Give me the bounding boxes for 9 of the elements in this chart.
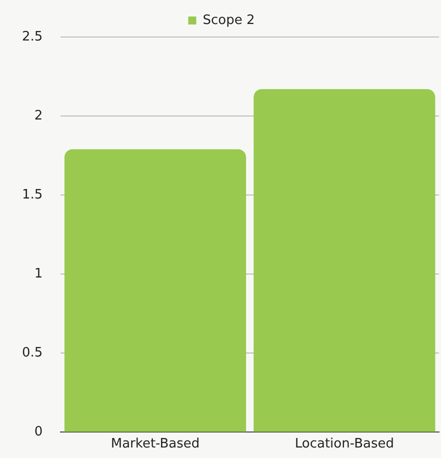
y-tick-label: 1 xyxy=(34,266,43,282)
y-tick-label: 0.5 xyxy=(22,346,43,361)
y-tick-label: 2.5 xyxy=(22,29,43,44)
x-tick-label: Location-Based xyxy=(294,436,394,452)
legend-label: Scope 2 xyxy=(202,12,255,28)
y-tick-label: 0 xyxy=(34,424,43,440)
y-tick-label: 1.5 xyxy=(22,187,43,202)
x-tick-label: Market-Based xyxy=(110,436,200,452)
y-tick-label: 2 xyxy=(34,108,43,124)
